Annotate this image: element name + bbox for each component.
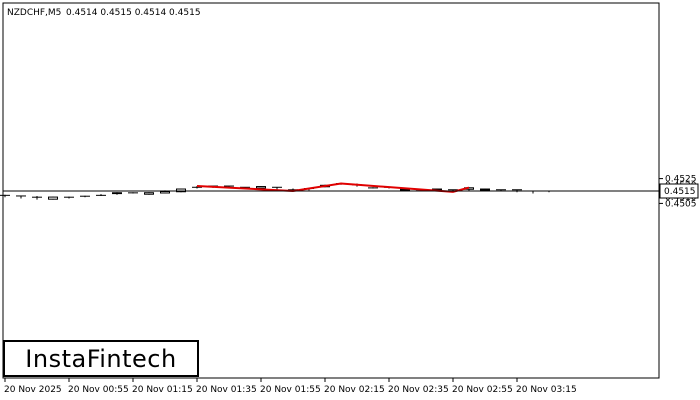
pattern-layer — [196, 182, 470, 193]
candle-body — [480, 188, 490, 192]
candle-body — [112, 192, 122, 195]
x-tick-label: 20 Nov 03:15 — [516, 385, 577, 395]
candle-body — [48, 196, 58, 200]
candle — [48, 196, 58, 200]
candle — [112, 192, 122, 195]
ohlc-label: 0.4514 0.4515 0.4514 0.4515 — [66, 8, 201, 18]
candle — [96, 194, 106, 196]
x-tick-label: 20 Nov 02:15 — [324, 385, 385, 395]
candle — [368, 187, 378, 189]
candle — [0, 194, 10, 198]
price-tag-box — [659, 183, 699, 199]
candle-body — [256, 186, 266, 189]
candle — [144, 192, 154, 195]
symbol-label: NZDCHF,M5 — [7, 8, 61, 18]
candle — [128, 192, 138, 194]
logo-text: InstaFintech — [25, 344, 177, 373]
candle — [80, 195, 90, 198]
candle — [16, 195, 26, 199]
candle-body — [176, 188, 186, 193]
candle-body — [144, 192, 154, 195]
x-tick-label: 20 Nov 00:55 — [68, 385, 129, 395]
x-tick-label: 20 Nov 01:55 — [260, 385, 321, 395]
price-tag-label: 0.4515 — [664, 187, 696, 197]
candle — [256, 186, 266, 189]
y-tick-label: 0.4525 — [665, 175, 697, 185]
pattern-line — [196, 182, 470, 193]
candle — [32, 195, 42, 200]
candle-body — [160, 191, 170, 194]
x-tick-label: 20 Nov 01:15 — [132, 385, 193, 395]
x-axis: 20 Nov 2025 20 Nov 00:55 20 Nov 01:15 20 No… — [4, 378, 577, 395]
current-price-tag: 0.4515 — [659, 183, 699, 199]
candle — [64, 196, 74, 199]
x-tick-label: 20 Nov 02:35 — [388, 385, 449, 395]
y-tick-label: 0.4505 — [665, 199, 697, 209]
x-tick-label: 20 Nov 2025 — [4, 385, 62, 395]
x-tick-label: 20 Nov 02:55 — [452, 385, 513, 395]
x-tick-label: 20 Nov 01:35 — [196, 385, 257, 395]
brand-logo: InstaFintech — [3, 340, 199, 377]
candle — [176, 188, 186, 193]
